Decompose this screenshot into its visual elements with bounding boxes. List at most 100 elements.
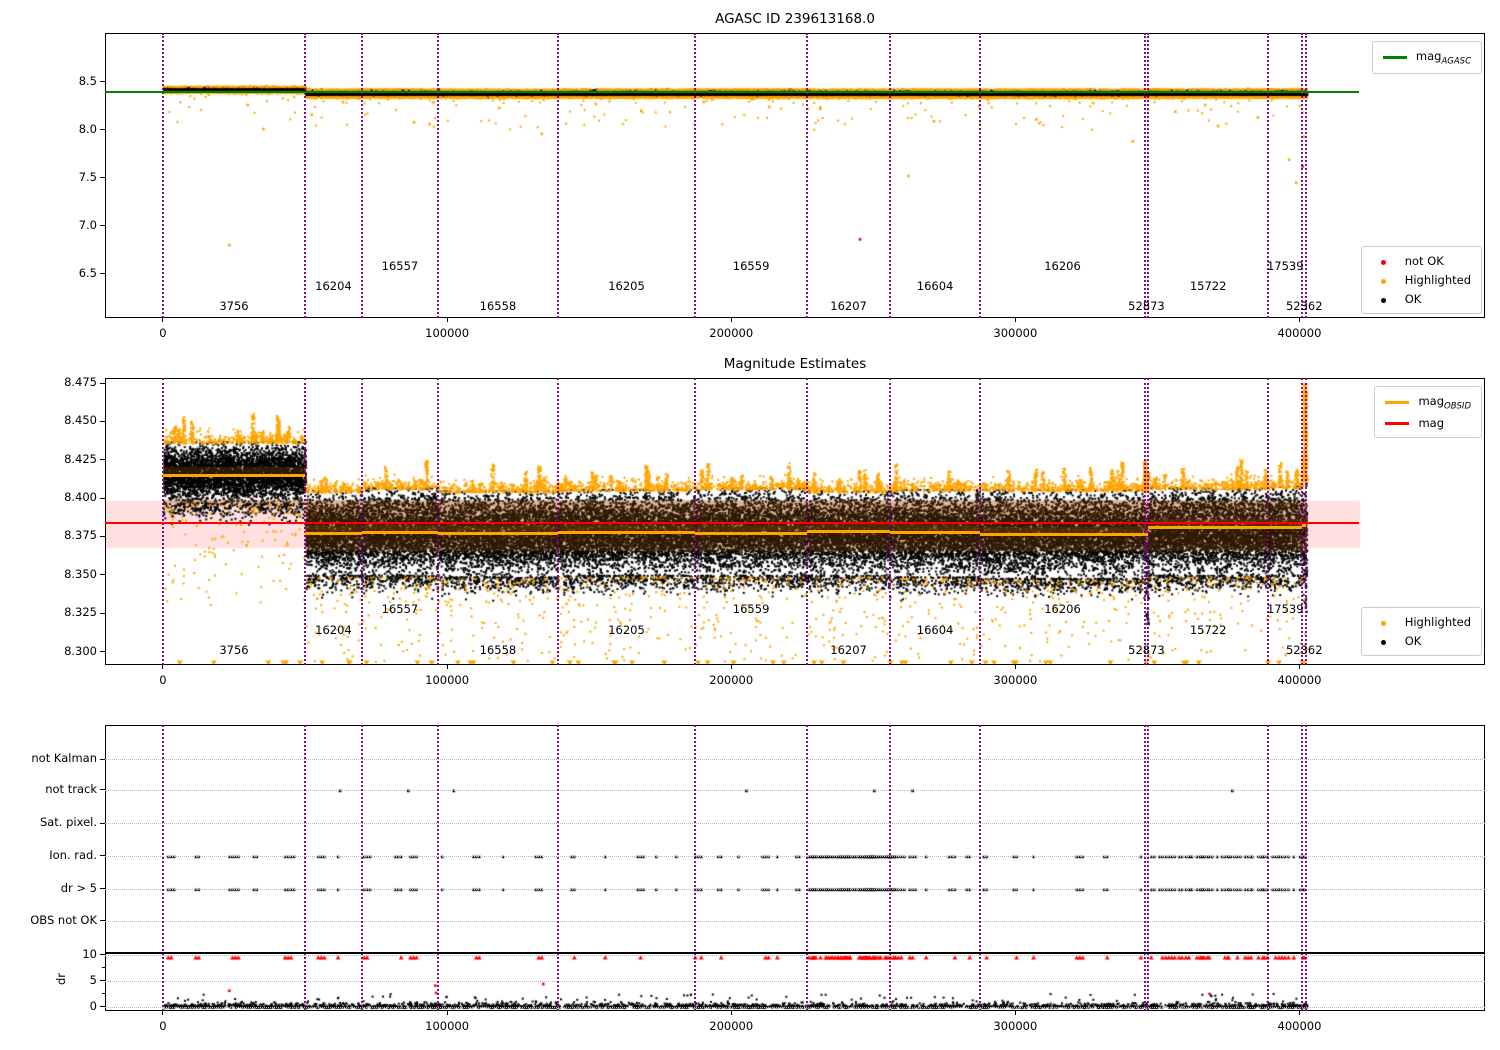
legend-line-swatch — [1385, 401, 1410, 404]
dr-gridline — [105, 1006, 1485, 1008]
obsid-label: 16204 — [315, 622, 352, 637]
dr-clip-line — [105, 952, 1485, 954]
mag-obsid-line — [437, 531, 558, 535]
y-tick-mark — [100, 273, 105, 275]
legend-points-top: not OK Highlighted OK — [1360, 246, 1482, 314]
obsid-label: 16207 — [830, 299, 867, 314]
y-tick-mark — [100, 574, 105, 576]
obsid-boundary-line — [436, 725, 439, 1011]
obsid-boundary-line — [1147, 378, 1150, 665]
obsid-label: 16206 — [1044, 602, 1081, 617]
flag-row-gridline — [105, 789, 1485, 791]
y-tick-label: 8.400 — [64, 490, 97, 505]
obsid-boundary-line — [979, 378, 982, 665]
dr-gridline — [105, 980, 1485, 982]
obsid-label: 16604 — [916, 622, 954, 637]
obsid-label: 3756 — [219, 643, 249, 658]
y-tick-mark — [100, 888, 105, 890]
obsid-boundary-line — [161, 725, 164, 1011]
y-tick-mark — [100, 497, 105, 499]
legend-dot-swatch — [1381, 260, 1387, 265]
y-tick-mark — [100, 1006, 105, 1008]
obsid-boundary-line — [694, 378, 697, 665]
legend-points-middle: Highlighted OK — [1360, 607, 1482, 656]
legend-label: Highlighted — [1404, 615, 1471, 629]
y-tick-mark — [100, 651, 105, 652]
legend-row: not OK — [1372, 254, 1471, 268]
obsid-boundary-line — [1301, 725, 1304, 1011]
y-tick-label: 8.475 — [64, 375, 97, 390]
x-tick-mark — [1014, 665, 1016, 669]
mag-obsid-line — [361, 531, 438, 535]
obsid-boundary-line — [161, 378, 164, 665]
obsid-boundary-line — [1305, 33, 1308, 318]
mag-obsid-line — [557, 531, 696, 535]
mag-obsid-line — [162, 473, 306, 477]
obsid-boundary-line — [1267, 33, 1270, 318]
y-tick-label: 8.450 — [64, 413, 97, 428]
legend-line-swatch — [1382, 56, 1407, 59]
obsid-boundary-line — [436, 33, 439, 318]
plot-area-flags — [105, 725, 1485, 1011]
legend-dot-swatch — [1381, 298, 1387, 303]
obsid-boundary-line — [889, 725, 892, 1011]
obsid-boundary-line — [806, 33, 809, 318]
obsid-label: 16559 — [732, 602, 770, 617]
y-tick-label: 6.5 — [78, 265, 97, 280]
legend-label: Highlighted — [1404, 273, 1471, 287]
flag-row-gridline — [105, 888, 1485, 890]
obsid-boundary-line — [360, 725, 363, 1011]
y-tick-label: 8.375 — [64, 528, 97, 543]
x-tick-mark — [730, 665, 732, 669]
y-tick-mark — [100, 459, 105, 461]
mag-obsid-line — [1148, 525, 1269, 529]
x-tick-label: 0 — [159, 673, 167, 687]
flag-row-label: Ion. rad. — [49, 847, 97, 862]
x-tick-mark — [1298, 665, 1300, 669]
legend-mag-agasc: magAGASC — [1371, 41, 1482, 75]
obsid-boundary-line — [556, 33, 559, 318]
mag-obsid-line — [305, 531, 362, 535]
panel-title-top: AGASC ID 239613168.0 — [715, 11, 875, 27]
flag-row-gridline — [105, 823, 1485, 825]
legend-row: mag — [1385, 416, 1471, 430]
obsid-boundary-line — [1305, 378, 1308, 665]
x-tick-label: 200000 — [709, 1019, 754, 1033]
x-tick-mark — [1298, 1011, 1300, 1015]
obsid-label: 16604 — [916, 279, 954, 294]
obsid-boundary-line — [360, 378, 363, 665]
x-tick-label: 100000 — [425, 326, 470, 340]
flag-row-label: Sat. pixel. — [39, 815, 97, 830]
x-tick-label: 100000 — [425, 673, 470, 687]
scatter-canvas-middle — [106, 379, 1484, 664]
obsid-label: 52362 — [1285, 643, 1323, 658]
legend-row: magOBSID — [1385, 394, 1471, 411]
dr-tick-label: 10 — [82, 946, 97, 961]
obsid-boundary-line — [694, 725, 697, 1011]
x-tick-label: 0 — [159, 1019, 167, 1033]
obsid-label: 16558 — [479, 299, 517, 314]
x-tick-label: 300000 — [993, 673, 1038, 687]
y-tick-mark — [100, 954, 105, 956]
dr-gridline — [105, 954, 1485, 956]
y-minor-tick-mark — [102, 967, 105, 969]
x-tick-label: 200000 — [709, 673, 754, 687]
obsid-boundary-line — [979, 33, 982, 318]
scatter-canvas-top — [106, 34, 1484, 317]
obsid-boundary-line — [1267, 378, 1270, 665]
obsid-label: 16559 — [732, 259, 770, 274]
flag-row-label: not Kalman — [31, 751, 97, 766]
y-tick-mark — [100, 225, 105, 227]
mag-obsid-line — [695, 531, 808, 535]
mag-obsid-line — [980, 533, 1145, 537]
x-tick-label: 400000 — [1277, 673, 1322, 687]
y-tick-mark — [100, 855, 105, 857]
obsid-boundary-line — [889, 378, 892, 665]
y-tick-mark — [100, 789, 105, 791]
legend-label: mag — [1418, 416, 1445, 431]
obsid-label: 16204 — [315, 279, 352, 294]
obsid-label: 16558 — [479, 643, 517, 658]
y-tick-label: 8.300 — [64, 643, 97, 658]
plot-area-magnitude-estimates — [105, 378, 1485, 665]
x-tick-label: 200000 — [709, 326, 754, 340]
